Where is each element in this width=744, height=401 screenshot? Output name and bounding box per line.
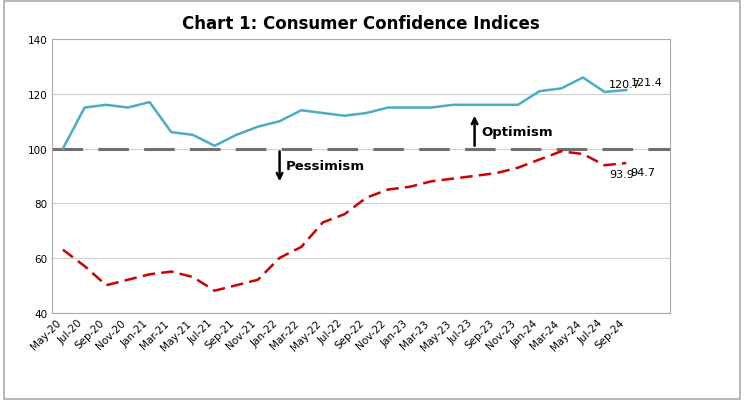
Text: 94.7: 94.7 — [631, 168, 655, 178]
Text: Pessimism: Pessimism — [286, 160, 365, 173]
Text: 121.4: 121.4 — [631, 78, 662, 88]
Text: 120.7: 120.7 — [609, 80, 641, 90]
Text: 93.9: 93.9 — [609, 170, 634, 180]
Text: Optimism: Optimism — [481, 125, 553, 138]
Title: Chart 1: Consumer Confidence Indices: Chart 1: Consumer Confidence Indices — [182, 15, 539, 33]
